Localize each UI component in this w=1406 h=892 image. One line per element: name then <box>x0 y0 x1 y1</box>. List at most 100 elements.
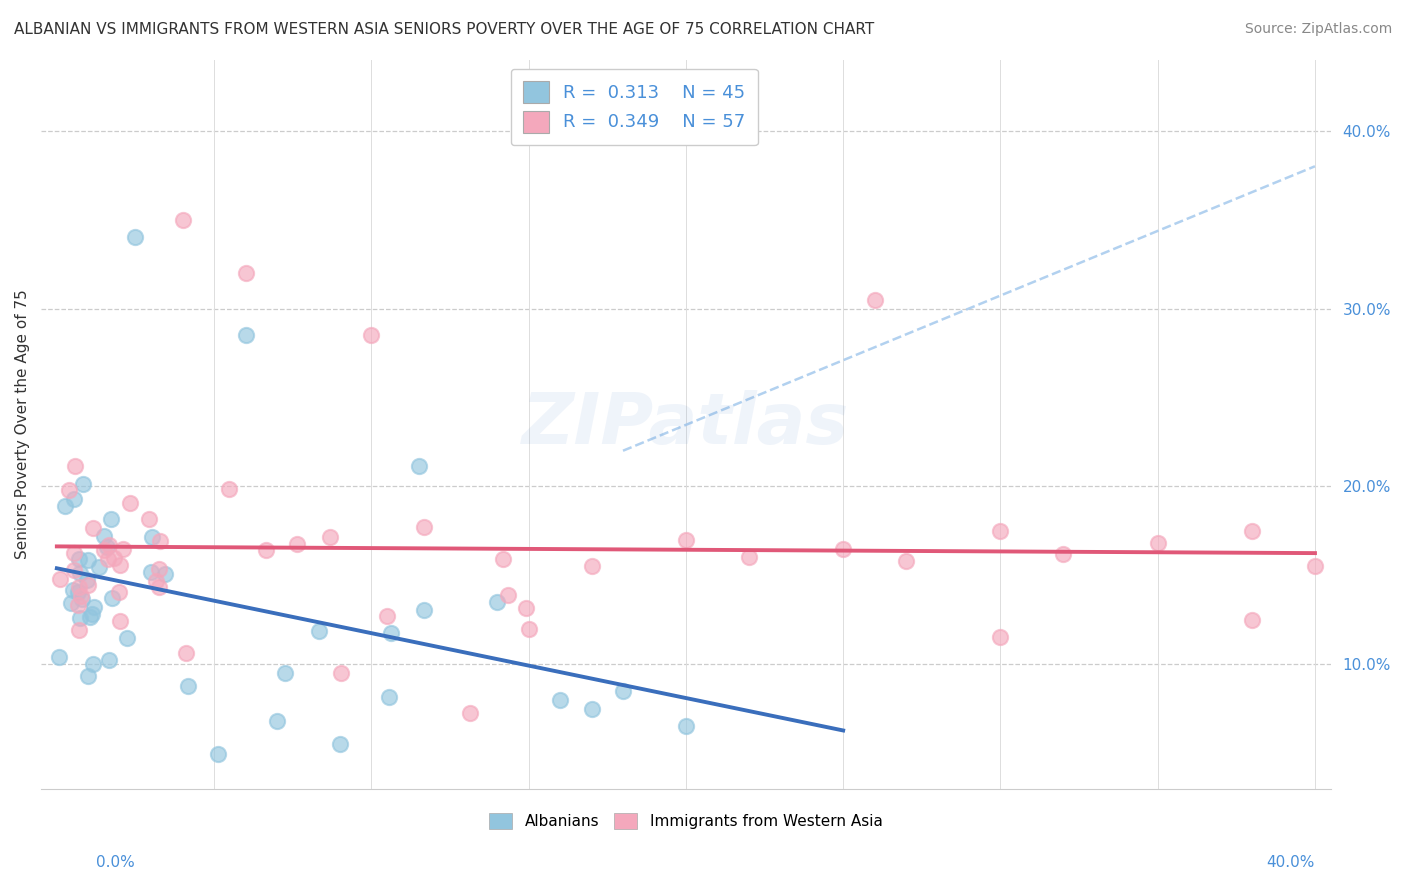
Point <box>153 566 176 581</box>
Point <box>413 603 436 617</box>
Point <box>77 669 100 683</box>
Point <box>863 293 886 307</box>
Point <box>218 482 240 496</box>
Point <box>380 625 402 640</box>
Point <box>87 560 110 574</box>
Point <box>82 657 104 672</box>
Point <box>82 521 104 535</box>
Point <box>62 492 84 507</box>
Point <box>177 679 200 693</box>
Point <box>97 552 120 566</box>
Point <box>832 541 855 556</box>
Point <box>63 458 86 473</box>
Point <box>375 608 398 623</box>
Point <box>1241 613 1264 627</box>
Point <box>62 582 84 597</box>
Point <box>83 600 105 615</box>
Point <box>76 578 98 592</box>
Point <box>149 534 172 549</box>
Point <box>67 585 90 599</box>
Legend: Albanians, Immigrants from Western Asia: Albanians, Immigrants from Western Asia <box>484 807 889 836</box>
Point <box>235 328 257 343</box>
Point <box>207 747 229 762</box>
Point <box>79 610 101 624</box>
Point <box>67 598 90 612</box>
Point <box>141 530 163 544</box>
Point <box>675 719 697 733</box>
Text: ZIPatlas: ZIPatlas <box>522 390 849 458</box>
Point <box>235 266 257 280</box>
Point <box>98 653 121 667</box>
Point <box>612 683 634 698</box>
Point <box>48 650 70 665</box>
Point <box>412 520 434 534</box>
Point <box>69 566 91 580</box>
Point <box>458 706 481 720</box>
Point <box>581 701 603 715</box>
Point <box>308 624 330 639</box>
Point <box>96 540 118 554</box>
Point <box>49 572 72 586</box>
Point <box>98 538 121 552</box>
Point <box>111 541 134 556</box>
Point <box>76 573 98 587</box>
Point <box>378 690 401 705</box>
Point <box>319 530 342 544</box>
Point <box>110 558 132 573</box>
Point <box>176 646 198 660</box>
Point <box>100 591 122 605</box>
Point <box>148 562 170 576</box>
Point <box>69 610 91 624</box>
Point <box>496 588 519 602</box>
Point <box>115 631 138 645</box>
Point <box>285 536 308 550</box>
Point <box>63 546 86 560</box>
Point <box>1241 524 1264 538</box>
Point <box>990 524 1012 538</box>
Point <box>77 553 100 567</box>
Point <box>93 529 115 543</box>
Point <box>93 542 115 557</box>
Point <box>70 591 93 606</box>
Point <box>274 666 297 681</box>
Text: 40.0%: 40.0% <box>1267 855 1315 870</box>
Point <box>59 596 82 610</box>
Point <box>1146 536 1168 550</box>
Point <box>492 552 515 566</box>
Point <box>67 551 90 566</box>
Y-axis label: Seniors Poverty Over the Age of 75: Seniors Poverty Over the Age of 75 <box>15 289 30 559</box>
Point <box>329 737 352 751</box>
Point <box>145 574 167 589</box>
Point <box>148 580 170 594</box>
Point <box>266 714 288 728</box>
Point <box>120 496 142 510</box>
Point <box>63 563 86 577</box>
Point <box>254 542 277 557</box>
Point <box>517 622 540 636</box>
Point <box>108 584 131 599</box>
Text: ALBANIAN VS IMMIGRANTS FROM WESTERN ASIA SENIORS POVERTY OVER THE AGE OF 75 CORR: ALBANIAN VS IMMIGRANTS FROM WESTERN ASIA… <box>14 22 875 37</box>
Point <box>139 565 162 579</box>
Point <box>70 589 93 603</box>
Point <box>100 512 122 526</box>
Point <box>67 624 90 638</box>
Point <box>486 595 509 609</box>
Point <box>581 559 603 574</box>
Point <box>738 550 761 565</box>
Point <box>990 631 1012 645</box>
Point <box>53 499 76 513</box>
Point <box>894 554 917 568</box>
Point <box>108 614 131 628</box>
Point <box>675 533 697 547</box>
Point <box>515 601 537 615</box>
Point <box>330 666 353 681</box>
Point <box>1052 547 1074 561</box>
Point <box>548 692 571 706</box>
Point <box>138 512 160 526</box>
Point <box>67 580 90 594</box>
Point <box>1303 559 1326 574</box>
Point <box>408 458 430 473</box>
Text: Source: ZipAtlas.com: Source: ZipAtlas.com <box>1244 22 1392 37</box>
Point <box>172 212 194 227</box>
Point <box>72 477 94 491</box>
